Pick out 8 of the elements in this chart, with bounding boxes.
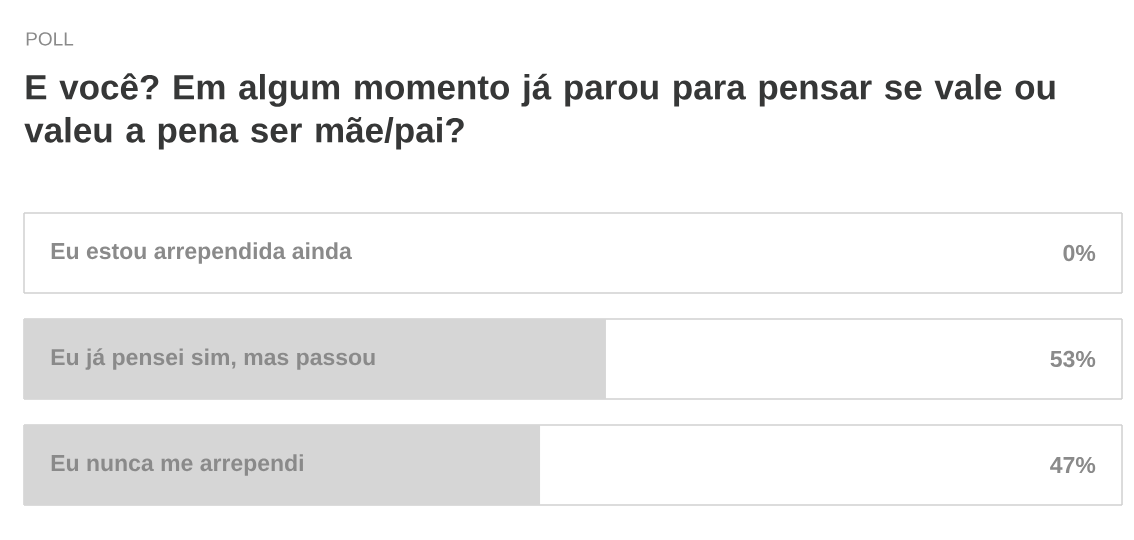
y-tick-label: Eu já pensei sim, mas passou (51, 348, 375, 370)
data-label: 0% (1063, 244, 1096, 262)
y-tick-label: Eu nunca me arrependi (51, 454, 303, 476)
y-tick-label: Eu estou arrependida ainda (51, 242, 352, 264)
data-label: 47% (1050, 456, 1096, 474)
chart-subtitle: POLL (26, 32, 74, 46)
data-label: 53% (1050, 350, 1096, 368)
chart-title: E você? Em algum momento já parou para pensar se vale ou valeu a pena ser mãe/pai? (24, 73, 1055, 150)
